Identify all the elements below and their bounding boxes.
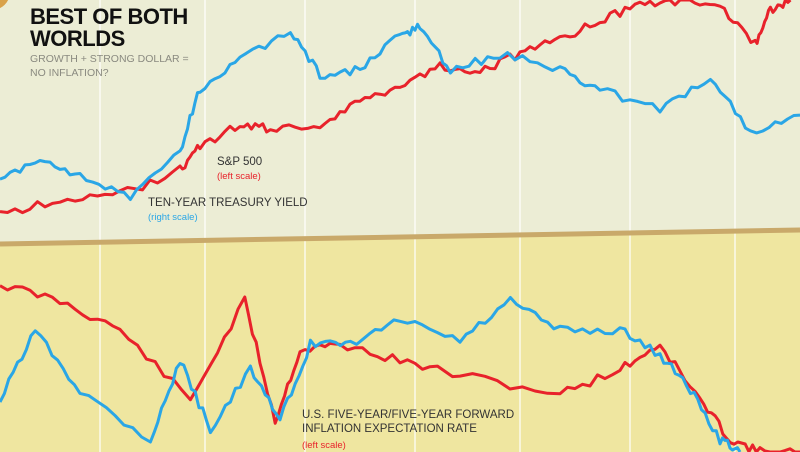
chart-subtitle: GROWTH + STRONG DOLLAR = NO INFLATION? [30,53,189,79]
decorative-circle [0,0,9,9]
gridlines [99,0,736,452]
treasury-label: TEN-YEAR TREASURY YIELD [148,197,308,209]
blue-series-line-panel-1 [0,22,800,201]
blue-series-line-panel-2 [0,296,742,452]
inflation-label: U.S. FIVE-YEAR/FIVE-YEAR FORWARD INFLATI… [302,409,515,435]
panel-divider [0,227,800,247]
treasury-scale-label: (right scale) [148,212,198,223]
chart-title: BEST OF BOTH WORLDS [30,4,188,51]
red-series-line-panel-1 [0,0,792,215]
red-series-line-panel-2 [0,284,800,452]
sp500-label: S&P 500 [217,156,263,168]
sp500-scale-label: (left scale) [217,171,261,182]
inflation-scale-label: (left scale) [302,440,346,451]
bottom-panel-background [0,230,800,452]
